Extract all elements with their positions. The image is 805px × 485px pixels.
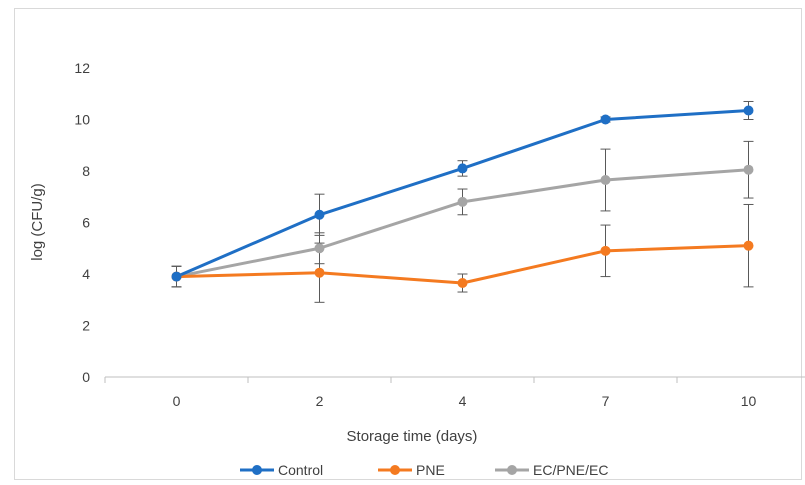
- y-tick-label: 6: [82, 215, 90, 231]
- y-axis-title-group: log (CFU/g): [29, 183, 46, 261]
- data-point: [600, 245, 611, 256]
- legend-item: EC/PNE/EC: [495, 462, 608, 478]
- data-point: [314, 243, 325, 254]
- data-point: [457, 278, 468, 289]
- y-axis-title: log (CFU/g): [29, 183, 46, 261]
- legend-label: Control: [278, 462, 323, 478]
- legend-label: PNE: [416, 462, 445, 478]
- y-axis-tick-labels: 0 2 4 6 8 10 12: [74, 60, 90, 385]
- data-point: [600, 175, 611, 186]
- y-tick-label: 4: [82, 266, 90, 282]
- legend: Control PNE EC/PNE/EC: [240, 462, 608, 478]
- data-point: [314, 267, 325, 278]
- series-line: [176, 168, 749, 279]
- data-point: [314, 209, 325, 220]
- x-tick-label: 10: [741, 393, 757, 409]
- legend-marker: [252, 465, 262, 475]
- data-point: [457, 163, 468, 174]
- data-point: [600, 114, 611, 125]
- data-point: [743, 105, 754, 116]
- y-tick-label: 0: [82, 369, 90, 385]
- legend-item: Control: [240, 462, 323, 478]
- data-point: [743, 240, 754, 251]
- data-point: [743, 164, 754, 175]
- legend-marker: [390, 465, 400, 475]
- x-tick-label: 0: [173, 393, 181, 409]
- y-tick-label: 10: [74, 112, 90, 128]
- x-axis-tick-labels: 0 2 4 7 10: [173, 393, 757, 409]
- legend-marker: [507, 465, 517, 475]
- x-axis-ticks: [104, 377, 678, 383]
- legend-item: PNE: [378, 462, 445, 478]
- data-point: [457, 196, 468, 207]
- data-point: [171, 271, 182, 282]
- y-tick-label: 8: [82, 163, 90, 179]
- chart-frame: [14, 8, 802, 480]
- x-tick-label: 4: [459, 393, 467, 409]
- x-tick-label: 7: [602, 393, 610, 409]
- x-axis-title: Storage time (days): [347, 428, 478, 445]
- legend-label: EC/PNE/EC: [533, 462, 608, 478]
- x-tick-label: 2: [316, 393, 324, 409]
- y-tick-label: 2: [82, 318, 90, 334]
- y-tick-label: 12: [74, 60, 90, 76]
- series-points: [171, 105, 754, 289]
